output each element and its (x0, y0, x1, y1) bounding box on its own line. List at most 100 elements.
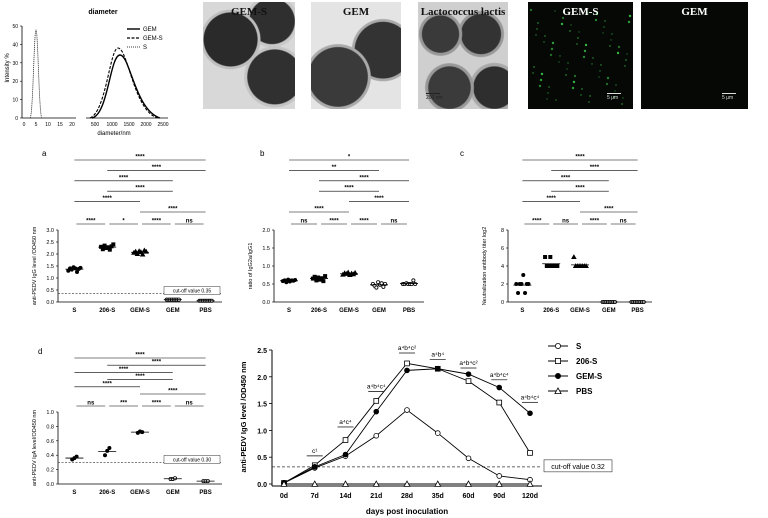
data-point (404, 360, 410, 367)
point-group-S (66, 265, 83, 274)
micrograph-title-gem-s: GEM-S (230, 6, 268, 18)
annotation-label: a⁴b⁴c⁴ (367, 384, 386, 391)
point-group-PBS (400, 278, 418, 286)
cutoff-label: cut-off value 0.35 (173, 289, 211, 295)
scale-bar-fluo-gem: 5 μm (722, 93, 736, 101)
fluorescent-spot (578, 31, 580, 33)
significance-label: **** (135, 186, 145, 192)
data-point (311, 480, 319, 487)
y-tick-label: 0 (501, 300, 504, 306)
dls-x-tick-label: 10 (45, 122, 51, 128)
fluorescent-spot (584, 43, 588, 47)
fluorescent-spot (560, 22, 564, 26)
y-tick-label: 0.0 (46, 300, 54, 306)
annotation-label: a⁴c⁴ (339, 419, 352, 426)
dls-y-tick-label: 0 (15, 116, 18, 122)
x-axis-label: days post inoculation (366, 507, 448, 516)
tem-gem-s-micrograph: GEM-S (203, 2, 295, 109)
x-tick-label: GEM-S (570, 308, 590, 314)
x-tick-label: 206-S (311, 308, 327, 314)
fluorescent-spot (544, 35, 546, 37)
fluorescent-spot (539, 78, 543, 82)
data-point (372, 480, 380, 487)
data-point (543, 255, 548, 260)
fluorescent-spot (611, 33, 613, 35)
cutoff-box (163, 286, 221, 295)
legend-gem-s: GEM-S (143, 36, 163, 42)
data-point (404, 367, 410, 374)
significance-label: **** (590, 219, 600, 225)
fluorescent-spot (609, 45, 611, 47)
data-point (521, 272, 526, 277)
y-tick-label: 0.0 (46, 482, 54, 488)
panel-c-chart: c 0 2 4 6 8 Neutralization antibody titer log2… (460, 149, 652, 314)
data-point (434, 480, 442, 487)
dls-x-tick-label: 2000 (140, 122, 151, 128)
fluorescent-spot (614, 90, 616, 92)
fluorescent-spot (599, 70, 601, 72)
significance-label: **** (561, 175, 571, 181)
y-tick-label: 3.0 (46, 228, 54, 234)
data-point (341, 480, 350, 487)
data-point (342, 437, 349, 443)
fluorescent-spot (549, 53, 553, 57)
panel-letter: a (42, 149, 47, 158)
y-axis-label: anti-PEDV IgG level /OD450 nm (32, 226, 38, 305)
fluorescent-spot (561, 16, 565, 20)
fluorescent-spot (572, 80, 576, 84)
y-axis-label: Neutralization antibody titer log2 (482, 227, 488, 306)
significance-label: **** (168, 389, 178, 395)
data-point (373, 408, 380, 415)
x-tick-label: 206-S (99, 490, 115, 496)
data-point (546, 264, 551, 269)
fluorescent-spot (546, 98, 548, 100)
x-tick-label: 14d (339, 493, 351, 500)
data-point (527, 450, 533, 456)
tem-gem-micrograph: GEM (311, 2, 401, 109)
fluorescent-spot (554, 10, 556, 12)
significance-label: **** (135, 374, 145, 380)
y-tick-label: 2.0 (257, 375, 267, 382)
x-tick-label: GEM-S (130, 308, 150, 314)
fluorescent-spot (567, 62, 569, 64)
dls-curve-s (29, 29, 43, 119)
y-axis-label: anti-PEDV IgG level /OD450 nm (239, 361, 248, 472)
data-point (323, 274, 328, 279)
y-tick-label: 0.5 (46, 288, 54, 294)
x-tick-label: 206-S (99, 308, 115, 314)
data-point (107, 247, 112, 252)
fluorescent-spot (550, 47, 554, 51)
x-tick-label: S (72, 490, 76, 496)
panel-d-chart: d 0.0 0.2 0.4 0.6 0.8 1.0 anti-PEDV IgA level/O… (32, 347, 222, 496)
y-tick-label: 8 (501, 228, 504, 234)
x-tick-label: 35d (432, 493, 444, 500)
fluorescent-spot (566, 68, 568, 70)
y-tick-label: 2.0 (262, 228, 270, 234)
fluorescent-spot (602, 32, 604, 34)
x-tick-label: 120d (522, 493, 538, 500)
legend-marker (554, 342, 561, 349)
fluorescent-spot (587, 12, 589, 14)
fluorescent-spot (543, 41, 545, 43)
y-tick-label: 4 (501, 264, 504, 270)
data-point (374, 285, 379, 290)
data-point (523, 290, 528, 295)
data-point (172, 476, 177, 481)
fluorescent-spot (573, 74, 577, 78)
significance-label: ns (87, 401, 95, 407)
annotation-label: a⁴b⁴c² (398, 345, 417, 352)
significance-label: **** (103, 196, 113, 202)
micrograph-title-gem: GEM (342, 6, 370, 18)
data-point (434, 365, 441, 372)
significance-label: **** (152, 165, 162, 171)
panel-letter: d (38, 347, 42, 356)
y-tick-label: 1.0 (46, 276, 54, 282)
legend-s: S (143, 45, 147, 51)
data-point (465, 378, 472, 384)
y-tick-label: 1.0 (46, 410, 54, 416)
dls-x-tick-label: 15 (57, 122, 63, 128)
dls-curve-gem (91, 54, 161, 119)
time-course-chart: 0.0 0.5 1.0 1.5 2.0 2.5 anti-PEDV IgG level /O… (239, 342, 613, 516)
significance-label: ns (390, 219, 398, 225)
significance-label: ns (300, 219, 308, 225)
